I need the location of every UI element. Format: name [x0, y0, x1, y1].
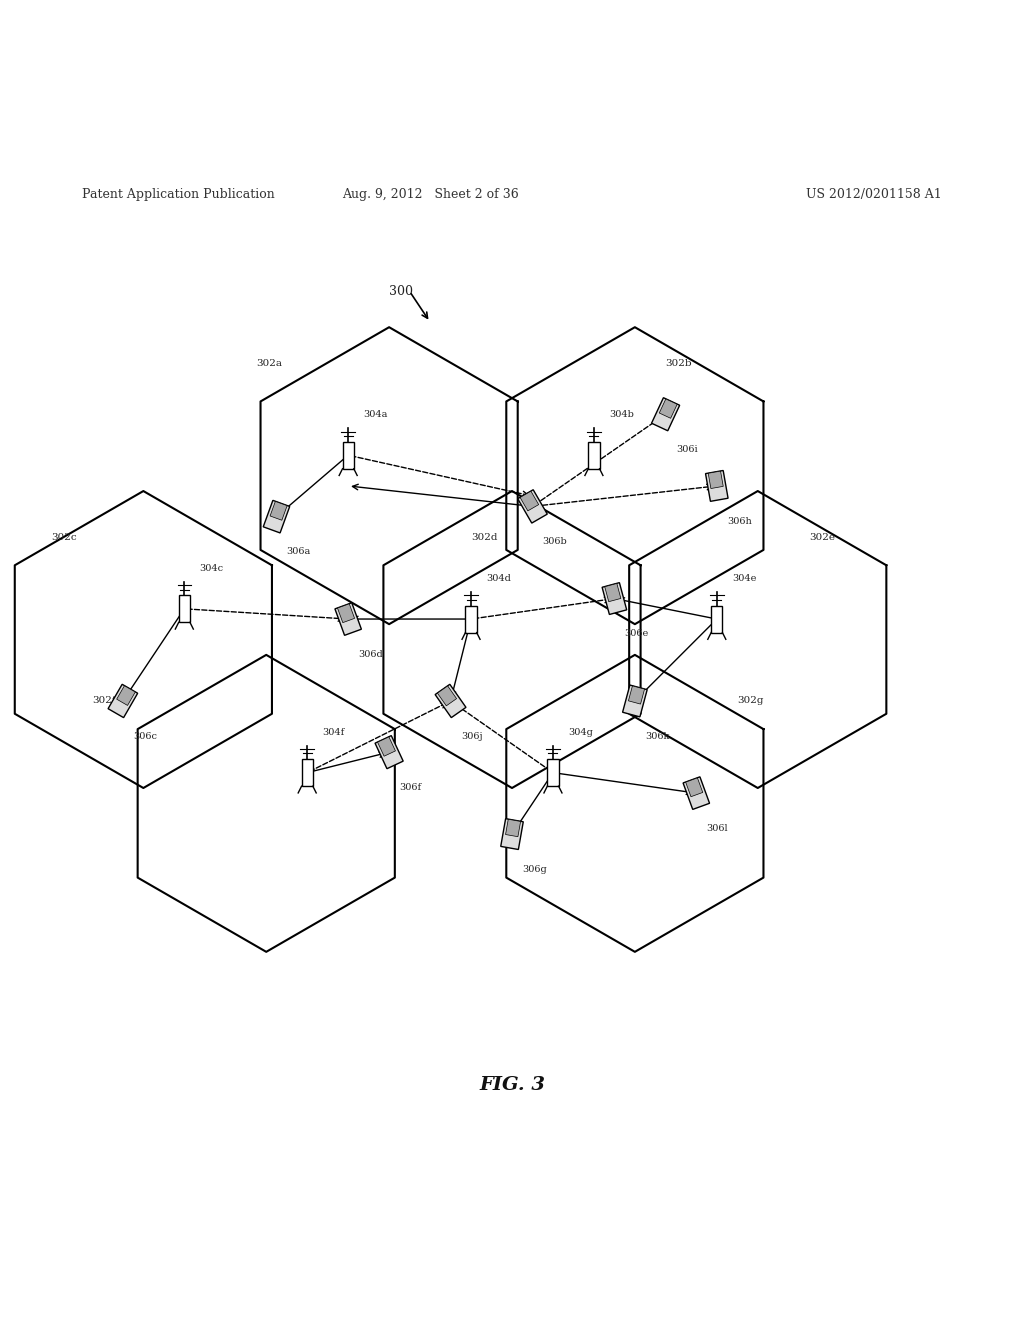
Text: 304b: 304b	[609, 411, 634, 420]
Text: 306j: 306j	[461, 731, 482, 741]
Text: 302b: 302b	[666, 359, 692, 367]
Bar	[375, 735, 403, 768]
Bar	[465, 606, 477, 632]
Bar	[709, 471, 723, 488]
Bar	[659, 399, 677, 418]
Bar	[335, 603, 361, 635]
Text: 306c: 306c	[133, 731, 157, 741]
Text: 304e: 304e	[732, 574, 757, 583]
Bar	[651, 397, 680, 430]
Bar	[686, 777, 702, 797]
Text: 306l: 306l	[707, 824, 728, 833]
Text: 302f: 302f	[92, 697, 116, 705]
Bar	[548, 759, 559, 787]
Text: 306b: 306b	[543, 537, 567, 546]
Text: 302d: 302d	[471, 532, 498, 541]
Bar	[301, 759, 313, 787]
Text: 304c: 304c	[200, 564, 224, 573]
Text: 306a: 306a	[287, 548, 311, 556]
Bar	[683, 777, 710, 809]
Text: 304g: 304g	[568, 727, 593, 737]
Bar	[437, 686, 457, 706]
Text: Aug. 9, 2012   Sheet 2 of 36: Aug. 9, 2012 Sheet 2 of 36	[342, 187, 518, 201]
Text: US 2012/0201158 A1: US 2012/0201158 A1	[806, 187, 942, 201]
Text: 306h: 306h	[727, 516, 752, 525]
Bar	[378, 737, 395, 756]
Bar	[270, 502, 287, 520]
Bar	[263, 500, 290, 533]
Bar	[178, 595, 190, 622]
Text: 302a: 302a	[256, 359, 282, 367]
Text: 306k: 306k	[645, 731, 670, 741]
Bar	[605, 583, 621, 602]
Bar	[342, 442, 354, 469]
Text: 306f: 306f	[399, 783, 422, 792]
Text: 306d: 306d	[358, 649, 383, 659]
Bar	[338, 603, 354, 623]
Bar	[623, 685, 647, 717]
Bar	[520, 491, 539, 511]
Text: 302c: 302c	[51, 532, 77, 541]
Bar	[518, 490, 547, 523]
Bar	[109, 684, 137, 718]
Text: 304f: 304f	[323, 727, 345, 737]
Text: 306i: 306i	[676, 445, 697, 454]
Text: 306e: 306e	[625, 630, 649, 639]
Bar	[706, 470, 728, 502]
Text: 300: 300	[389, 285, 413, 298]
Bar	[588, 442, 600, 469]
Text: 304d: 304d	[486, 574, 511, 583]
Bar	[602, 582, 627, 615]
Text: 306g: 306g	[522, 865, 547, 874]
Text: Patent Application Publication: Patent Application Publication	[82, 187, 274, 201]
Text: 302e: 302e	[809, 532, 835, 541]
Bar	[711, 606, 723, 632]
Bar	[629, 686, 644, 704]
Bar	[435, 684, 466, 718]
Bar	[501, 818, 523, 850]
Text: 302g: 302g	[737, 697, 764, 705]
Text: FIG. 3: FIG. 3	[479, 1076, 545, 1094]
Bar	[117, 686, 135, 705]
Bar	[506, 820, 520, 837]
Text: 304a: 304a	[364, 411, 388, 420]
